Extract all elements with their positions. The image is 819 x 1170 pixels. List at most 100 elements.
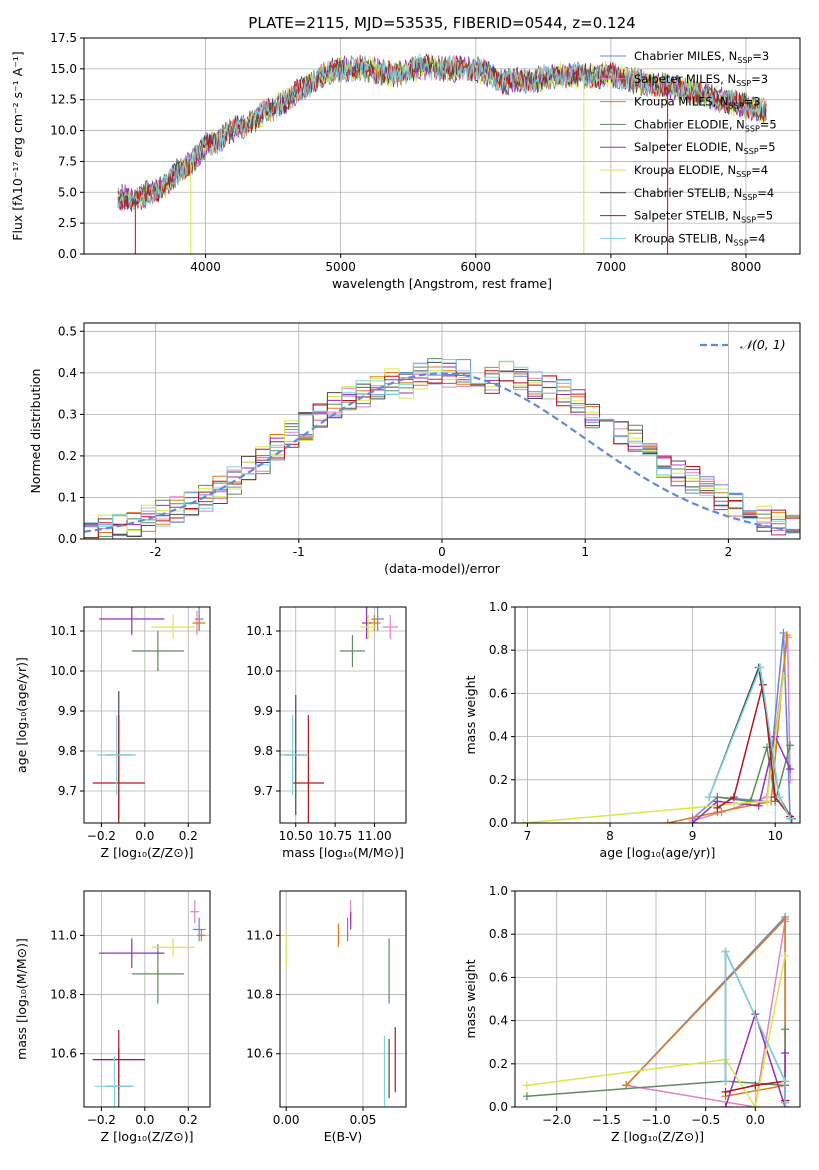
weight-marker [781,1025,790,1034]
y-tick-label: 0.2 [489,1057,508,1071]
weight-marker [781,951,790,960]
y-tick-label: 10.0 [50,124,77,138]
panel-age-vs-mass: 10.50 10.75 11.00 9.7 9.8 9.9 10.0 10.1 mass [lo… [246,606,407,860]
weight-marker [781,1077,790,1086]
y-tick-label: 9.8 [58,744,77,758]
legend-label: Chabrier ELODIE, NSSP=5 [634,117,777,133]
plots: 4000 5000 6000 7000 80000.02.55.07.510.012.5… [10,31,801,1144]
grid [280,891,406,1107]
y-tick-label: 10.0 [50,664,77,678]
axes-frame [514,606,801,824]
axes-frame [83,37,801,255]
x-tick-label: −0.2 [87,1113,116,1127]
y-tick-label: 0.5 [58,324,77,338]
x-tick-label: 0.2 [179,829,198,843]
axes-frame [83,606,211,824]
weight-marker [663,819,672,823]
y-tick-label: 10.0 [246,664,273,678]
weight-marker [782,631,791,640]
axes-frame [279,606,407,824]
y-tick-label: 0.0 [489,1100,508,1114]
y-tick-label: 0.0 [58,247,77,261]
y-tick-label: 10.8 [246,988,273,1002]
plot-area [280,607,406,823]
weight-marker [751,1081,760,1090]
y-axis-label: age [log₁₀(age/yr)] [14,657,29,773]
axes-frame [279,890,407,1108]
x-tick-label: 9 [689,829,697,843]
y-tick-label: 10.8 [50,988,77,1002]
x-tick-label: 0.2 [179,1113,198,1127]
legend-label: Kroupa ELODIE, NSSP=4 [634,163,768,179]
y-tick-label: 0.6 [489,686,508,700]
figure-title: PLATE=2115, MJD=53535, FIBERID=0544, z=0… [248,14,635,32]
x-tick-label: 0.0 [746,1113,765,1127]
plot-area [515,607,800,823]
plot-area [515,891,800,1107]
panel-residuals: -2 -1 0 1 2 0.0 0.1 0.2 0.3 0.4 0.5 (data-model)/er… [28,322,801,576]
x-tick-label: 10.50 [279,829,313,843]
x-axis-label: Z [log₁₀(Z/Z⊙)] [101,845,194,860]
weight-line [626,921,786,1107]
x-axis-label: mass [log₁₀(M/M⊙)] [282,845,404,860]
y-tick-label: 2.5 [58,216,77,230]
x-tick-label: 5000 [325,260,356,274]
weight-marker [779,672,788,681]
weight-line [724,951,786,1103]
plot-content [280,607,399,823]
weight-marker [721,1103,730,1107]
y-axis-label: mass weight [463,959,478,1038]
panel-mass-vs-ebv: 0.00 0.05 10.6 10.8 11.0 E(B-V) [246,890,407,1144]
histogram-step [84,370,800,539]
y-axis-label: Flux [fλ10⁻¹⁷ erg cm⁻² s⁻¹ A⁻¹] [10,51,25,240]
weight-marker [786,775,795,784]
weight-marker [522,1081,531,1090]
x-axis-label: age [log₁₀(age/yr)] [600,845,716,860]
histogram-step [84,361,800,539]
x-tick-label: −2.0 [542,1113,571,1127]
plot-content [117,52,767,254]
plot-content [92,899,206,1107]
plot-area [280,891,406,1107]
y-tick-label: 9.9 [58,704,77,718]
plot-area [84,891,210,1107]
x-tick-label: 7 [524,829,532,843]
plot-content [84,358,800,539]
weight-line [625,917,786,1097]
weight-marker [705,793,714,802]
x-tick-label: 10.75 [318,829,352,843]
weight-marker [522,1092,531,1101]
histogram-step [84,359,800,534]
y-tick-label: 10.6 [246,1047,273,1061]
weight-marker [751,1103,760,1107]
weight-line [526,955,786,1107]
x-tick-label: -2 [150,545,162,559]
legend-label: Kroupa STELIB, NSSP=4 [634,231,765,247]
x-tick-label: 2 [725,545,733,559]
legend: Chabrier MILES, NSSP=3 Salpeter MILES, NS… [600,49,777,247]
y-tick-label: 1.0 [489,600,508,614]
weight-marker [721,1087,730,1096]
plot-area [84,607,210,823]
weight-marker [713,803,722,812]
x-tick-label: 1 [581,545,589,559]
x-axis-label: wavelength [Angstrom, rest frame] [332,276,552,291]
weight-marker [781,915,790,924]
panel-mass-weight-vs-age: 7 8 9 10 0.0 0.2 0.4 0.6 0.8 1.0 age [log₁₀(age/yr… [463,600,801,860]
gaussian-curve [84,372,800,533]
x-tick-label: 6000 [461,260,492,274]
x-tick-label: −0.2 [87,829,116,843]
y-tick-label: 0.1 [58,490,77,504]
spectrum-line [117,52,767,209]
legend-label: Salpeter STELIB, NSSP=5 [634,209,773,225]
y-tick-label: 10.6 [50,1047,77,1061]
y-tick-label: 11.0 [50,928,77,942]
x-tick-label: 7000 [596,260,627,274]
y-axis-label: Normed distribution [28,369,43,494]
x-tick-label: −1.0 [641,1113,670,1127]
y-axis-label: mass [log₁₀(M/M⊙)] [14,938,29,1060]
grid [84,607,210,823]
x-axis-label: E(B-V) [324,1129,363,1144]
x-tick-label: 8000 [731,260,762,274]
weight-marker [754,801,763,810]
